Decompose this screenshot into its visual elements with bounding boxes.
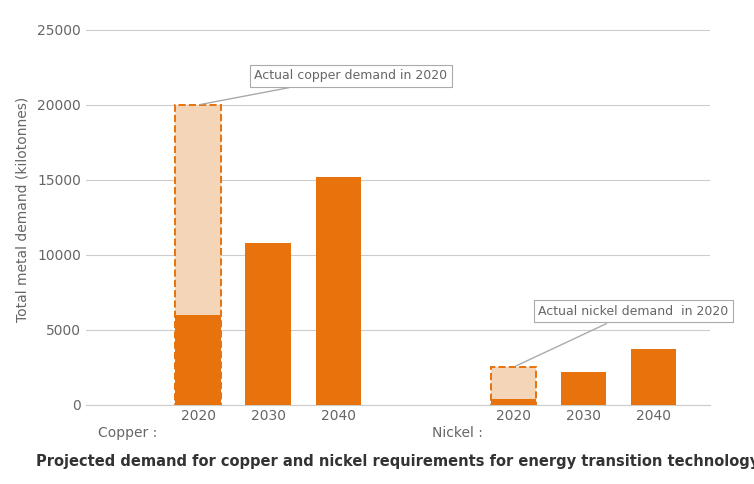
Bar [491, 367, 536, 405]
Bar [315, 177, 361, 405]
Bar [631, 349, 676, 405]
Bar [176, 315, 221, 405]
Bar [176, 105, 221, 405]
Text: Actual copper demand in 2020: Actual copper demand in 2020 [201, 69, 447, 105]
Y-axis label: Total metal demand (kilotonnes): Total metal demand (kilotonnes) [15, 97, 29, 322]
Bar [246, 243, 291, 405]
Bar [491, 399, 536, 405]
Text: Nickel :: Nickel : [432, 426, 483, 440]
Text: Actual nickel demand  in 2020: Actual nickel demand in 2020 [516, 304, 728, 366]
Bar [561, 372, 606, 405]
Text: Copper :: Copper : [99, 426, 158, 440]
X-axis label: Projected demand for copper and nickel requirements for energy transition techno: Projected demand for copper and nickel r… [36, 454, 754, 469]
